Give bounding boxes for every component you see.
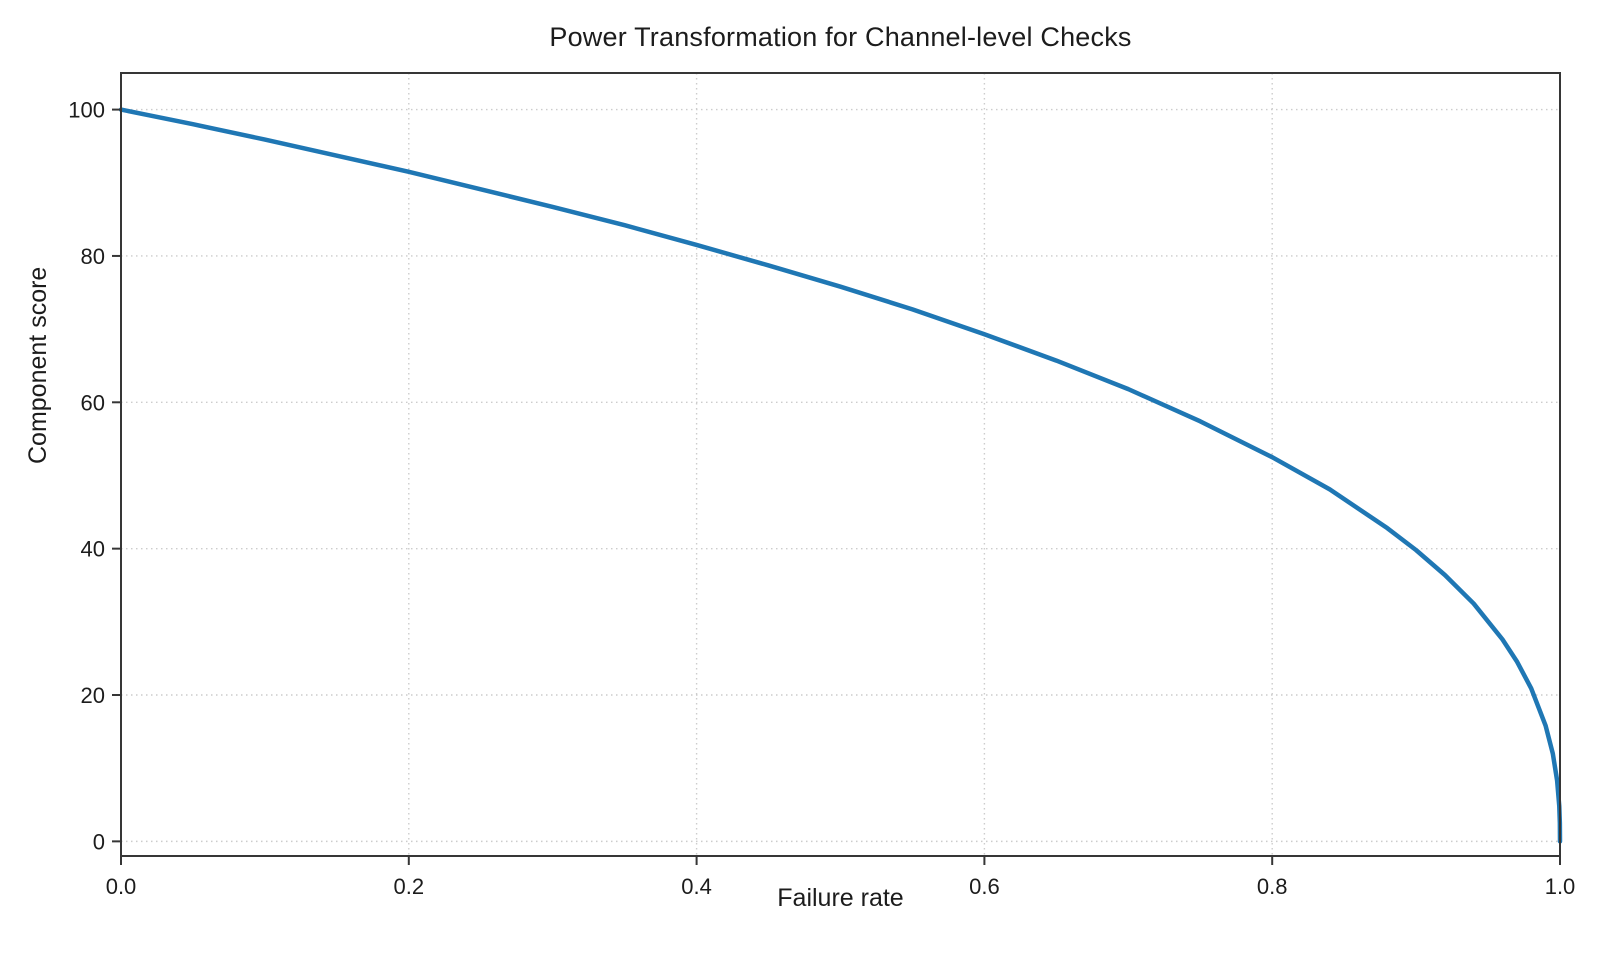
axis-ticks [112,108,1561,865]
x-tick-label: 0.0 [106,874,137,899]
x-tick-label: 1.0 [1545,874,1576,899]
y-tick-label: 40 [81,537,105,562]
grid-lines [120,73,1561,856]
power-transform-curve [118,107,1563,844]
y-tick-label: 60 [81,390,105,415]
x-tick-label: 0.8 [1257,874,1288,899]
axes-spines [120,72,1561,857]
chart-title: Power Transformation for Channel-level C… [549,22,1132,52]
axis-tick-labels: 0.0 0.2 0.4 0.6 0.8 1.0 0 20 40 60 80 100 [68,98,1575,899]
x-tick-label: 0.4 [681,874,712,899]
y-tick-label: 80 [81,244,105,269]
x-tick-label: 0.2 [394,874,425,899]
plot-border [120,72,1561,857]
curve-series [118,107,1563,844]
y-tick-label: 20 [81,683,105,708]
x-axis-label: Failure rate [777,884,904,912]
x-tick-label: 0.6 [969,874,1000,899]
y-tick-label: 100 [68,98,105,123]
y-tick-label: 0 [93,829,105,854]
